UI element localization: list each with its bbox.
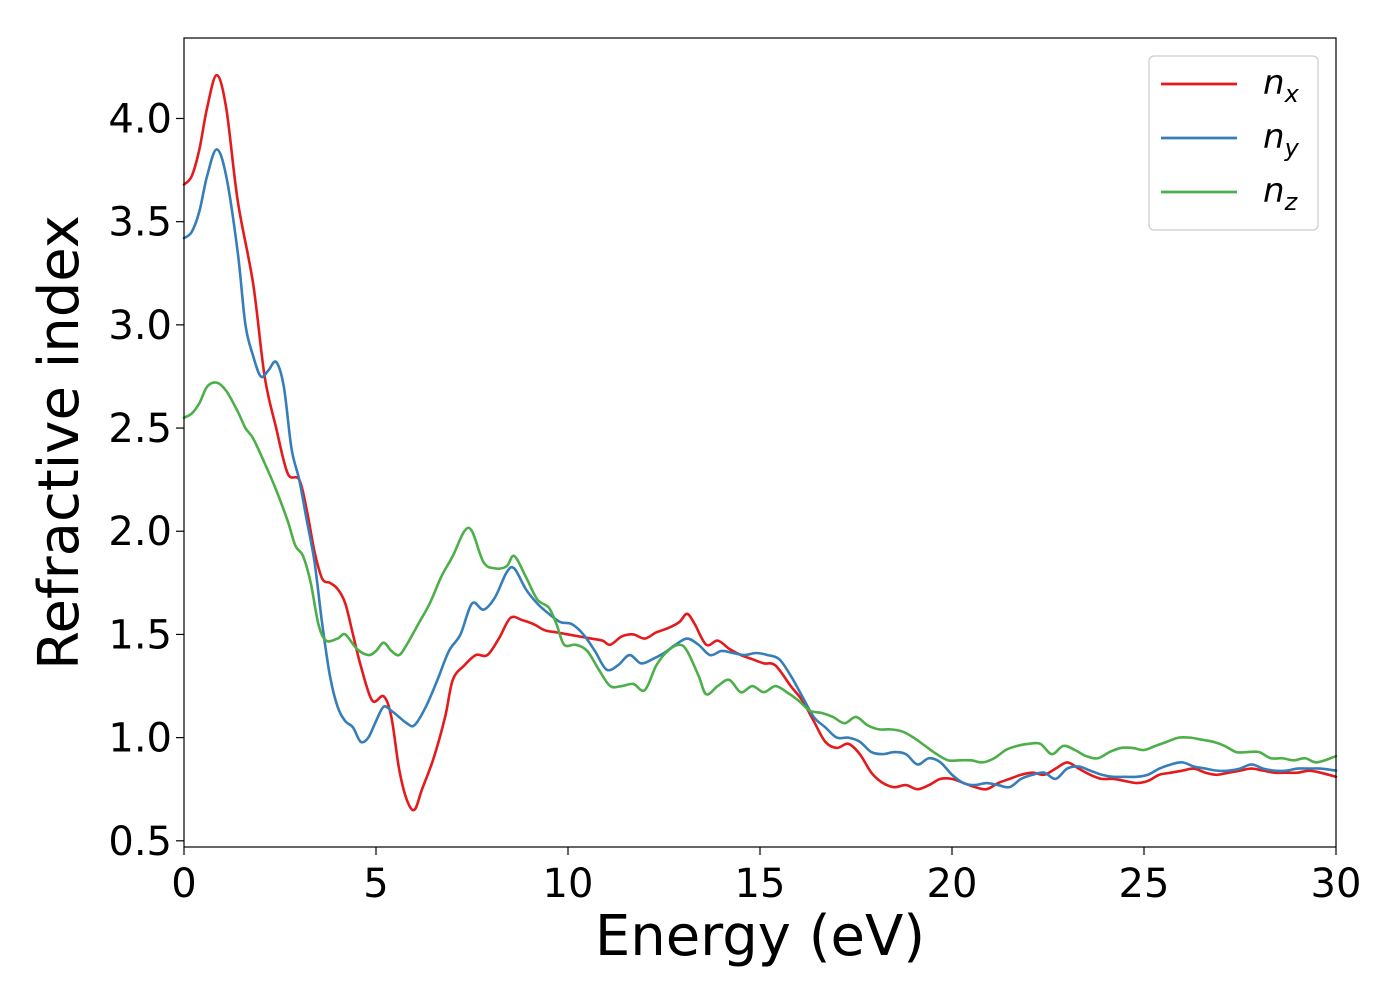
y-tick-label: 2.0 [108,509,172,555]
y-tick-label: 1.5 [108,612,172,658]
y-tick-label: 3.5 [108,200,172,246]
legend: nx ny nz [1148,55,1319,231]
x-tick-label: 5 [363,861,388,907]
series-line-nx [182,73,1338,812]
y-tick-label: 2.5 [108,406,172,452]
y-tick-label: 0.5 [108,819,172,865]
legend-label-ny: ny [1263,117,1300,162]
x-tick-label: 30 [1311,861,1362,907]
y-tick-label: 4.0 [108,96,172,142]
series-line-ny [182,148,1338,789]
x-axis-label: Energy (eV) [595,904,925,969]
x-tick-label: 20 [927,861,978,907]
series-line-nz [182,381,1338,764]
y-tick-label: 1.0 [108,716,172,762]
y-tick-label: 3.0 [108,303,172,349]
legend-box [1148,55,1319,231]
legend-label-nx: nx [1263,63,1300,108]
y-axis-label: Refractive index [27,215,92,670]
x-axis-ticks: 0 5 10 15 20 25 30 [171,847,1361,907]
x-tick-label: 10 [543,861,594,907]
y-axis-ticks: 0.5 1.0 1.5 2.0 2.5 3.0 3.5 4.0 [108,96,184,865]
x-tick-label: 0 [171,861,196,907]
series-layer [182,73,1338,812]
x-tick-label: 15 [735,861,786,907]
legend-label-nz: nz [1263,171,1299,216]
x-tick-label: 25 [1119,861,1170,907]
